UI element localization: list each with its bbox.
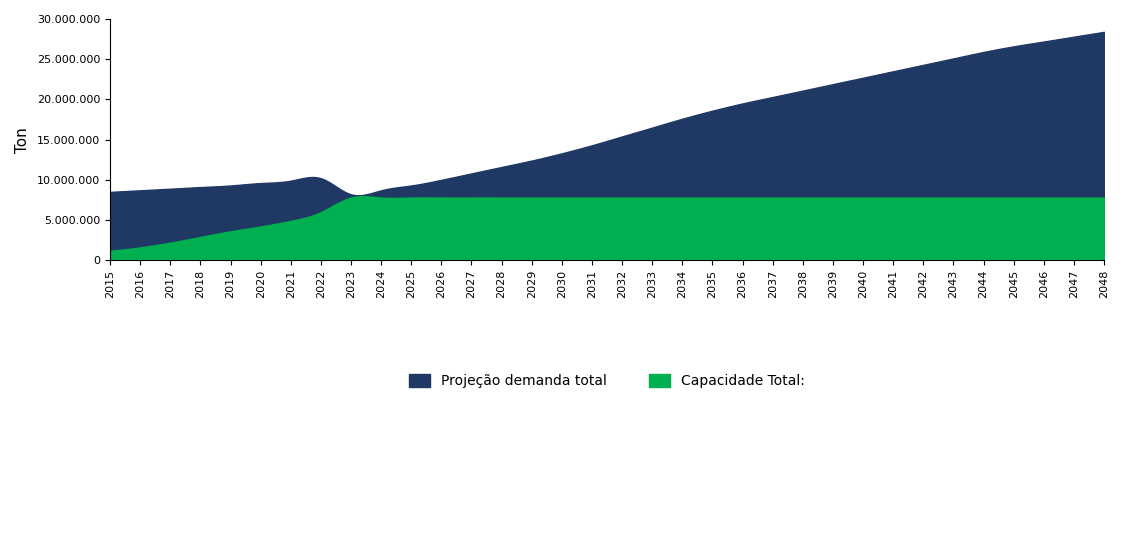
Y-axis label: Ton: Ton [15,127,30,152]
Legend: Projeção demanda total, Capacidade Total:: Projeção demanda total, Capacidade Total… [404,368,810,394]
